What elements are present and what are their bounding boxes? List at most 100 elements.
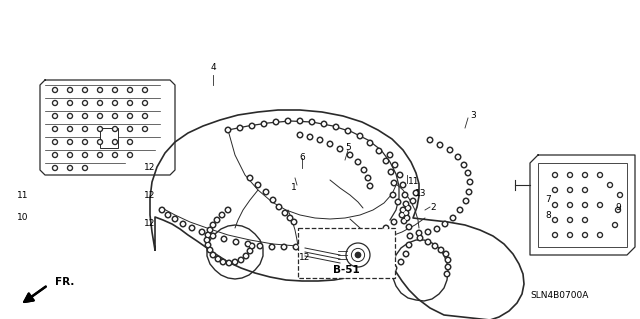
Circle shape: [568, 218, 573, 222]
Circle shape: [233, 239, 239, 245]
Circle shape: [598, 233, 602, 238]
Circle shape: [442, 221, 448, 227]
Circle shape: [584, 174, 586, 176]
Circle shape: [161, 209, 163, 211]
Circle shape: [305, 244, 311, 250]
Circle shape: [69, 141, 71, 143]
Circle shape: [323, 123, 325, 125]
Circle shape: [569, 234, 571, 236]
Circle shape: [84, 115, 86, 117]
Circle shape: [457, 156, 460, 158]
Circle shape: [210, 233, 216, 239]
Circle shape: [569, 189, 571, 191]
Circle shape: [292, 221, 295, 223]
Circle shape: [247, 248, 253, 254]
Circle shape: [361, 167, 367, 173]
Circle shape: [307, 246, 309, 248]
Circle shape: [398, 259, 404, 265]
Circle shape: [212, 224, 214, 226]
Circle shape: [249, 250, 252, 252]
Circle shape: [599, 204, 601, 206]
Circle shape: [434, 245, 436, 247]
Circle shape: [434, 226, 440, 232]
Circle shape: [341, 241, 347, 247]
Circle shape: [582, 233, 588, 238]
Circle shape: [417, 235, 423, 241]
Circle shape: [337, 146, 343, 152]
Circle shape: [406, 242, 412, 248]
Circle shape: [418, 232, 420, 234]
Circle shape: [54, 102, 56, 104]
Circle shape: [445, 273, 448, 275]
Circle shape: [584, 189, 586, 191]
Circle shape: [127, 100, 132, 106]
Circle shape: [113, 139, 118, 145]
Circle shape: [468, 191, 470, 193]
Circle shape: [228, 262, 230, 264]
Circle shape: [569, 219, 571, 221]
Circle shape: [159, 207, 165, 213]
Circle shape: [54, 154, 56, 156]
Circle shape: [609, 184, 611, 186]
Circle shape: [257, 184, 259, 186]
Circle shape: [127, 127, 132, 131]
Circle shape: [97, 152, 102, 158]
Circle shape: [220, 259, 226, 265]
Circle shape: [402, 209, 404, 211]
Circle shape: [393, 267, 396, 269]
Circle shape: [552, 203, 557, 207]
Circle shape: [618, 192, 623, 197]
Circle shape: [390, 171, 392, 173]
Circle shape: [297, 118, 303, 124]
Circle shape: [52, 127, 58, 131]
Circle shape: [269, 244, 275, 250]
Circle shape: [407, 233, 413, 239]
Circle shape: [259, 245, 261, 247]
Circle shape: [317, 244, 323, 250]
Circle shape: [438, 247, 444, 253]
Circle shape: [401, 218, 407, 224]
Text: 9: 9: [615, 203, 621, 211]
Circle shape: [404, 203, 407, 205]
Circle shape: [568, 188, 573, 192]
Circle shape: [207, 234, 209, 236]
Circle shape: [238, 257, 244, 263]
Circle shape: [614, 224, 616, 226]
Circle shape: [317, 137, 323, 143]
Circle shape: [619, 194, 621, 196]
Circle shape: [114, 128, 116, 130]
Circle shape: [391, 180, 397, 186]
Circle shape: [463, 198, 468, 204]
Circle shape: [468, 181, 471, 183]
Circle shape: [584, 219, 586, 221]
Circle shape: [331, 245, 333, 247]
Circle shape: [444, 223, 446, 225]
Circle shape: [463, 164, 465, 166]
Circle shape: [54, 167, 56, 169]
Circle shape: [402, 192, 408, 198]
Circle shape: [67, 114, 72, 118]
Circle shape: [299, 134, 301, 136]
Circle shape: [394, 164, 396, 166]
Circle shape: [212, 235, 214, 237]
Circle shape: [69, 154, 71, 156]
Circle shape: [83, 152, 88, 158]
Circle shape: [113, 114, 118, 118]
Circle shape: [165, 212, 171, 218]
Circle shape: [365, 175, 371, 181]
Circle shape: [452, 217, 454, 219]
Circle shape: [287, 120, 289, 122]
Circle shape: [52, 152, 58, 158]
Circle shape: [113, 87, 118, 93]
Text: B-51: B-51: [333, 265, 360, 275]
Circle shape: [129, 89, 131, 91]
Circle shape: [127, 114, 132, 118]
Circle shape: [385, 227, 387, 229]
Circle shape: [392, 194, 394, 196]
Circle shape: [436, 228, 438, 230]
Circle shape: [84, 102, 86, 104]
Circle shape: [369, 142, 371, 144]
Circle shape: [243, 253, 249, 259]
Circle shape: [388, 154, 391, 156]
Circle shape: [143, 114, 147, 118]
